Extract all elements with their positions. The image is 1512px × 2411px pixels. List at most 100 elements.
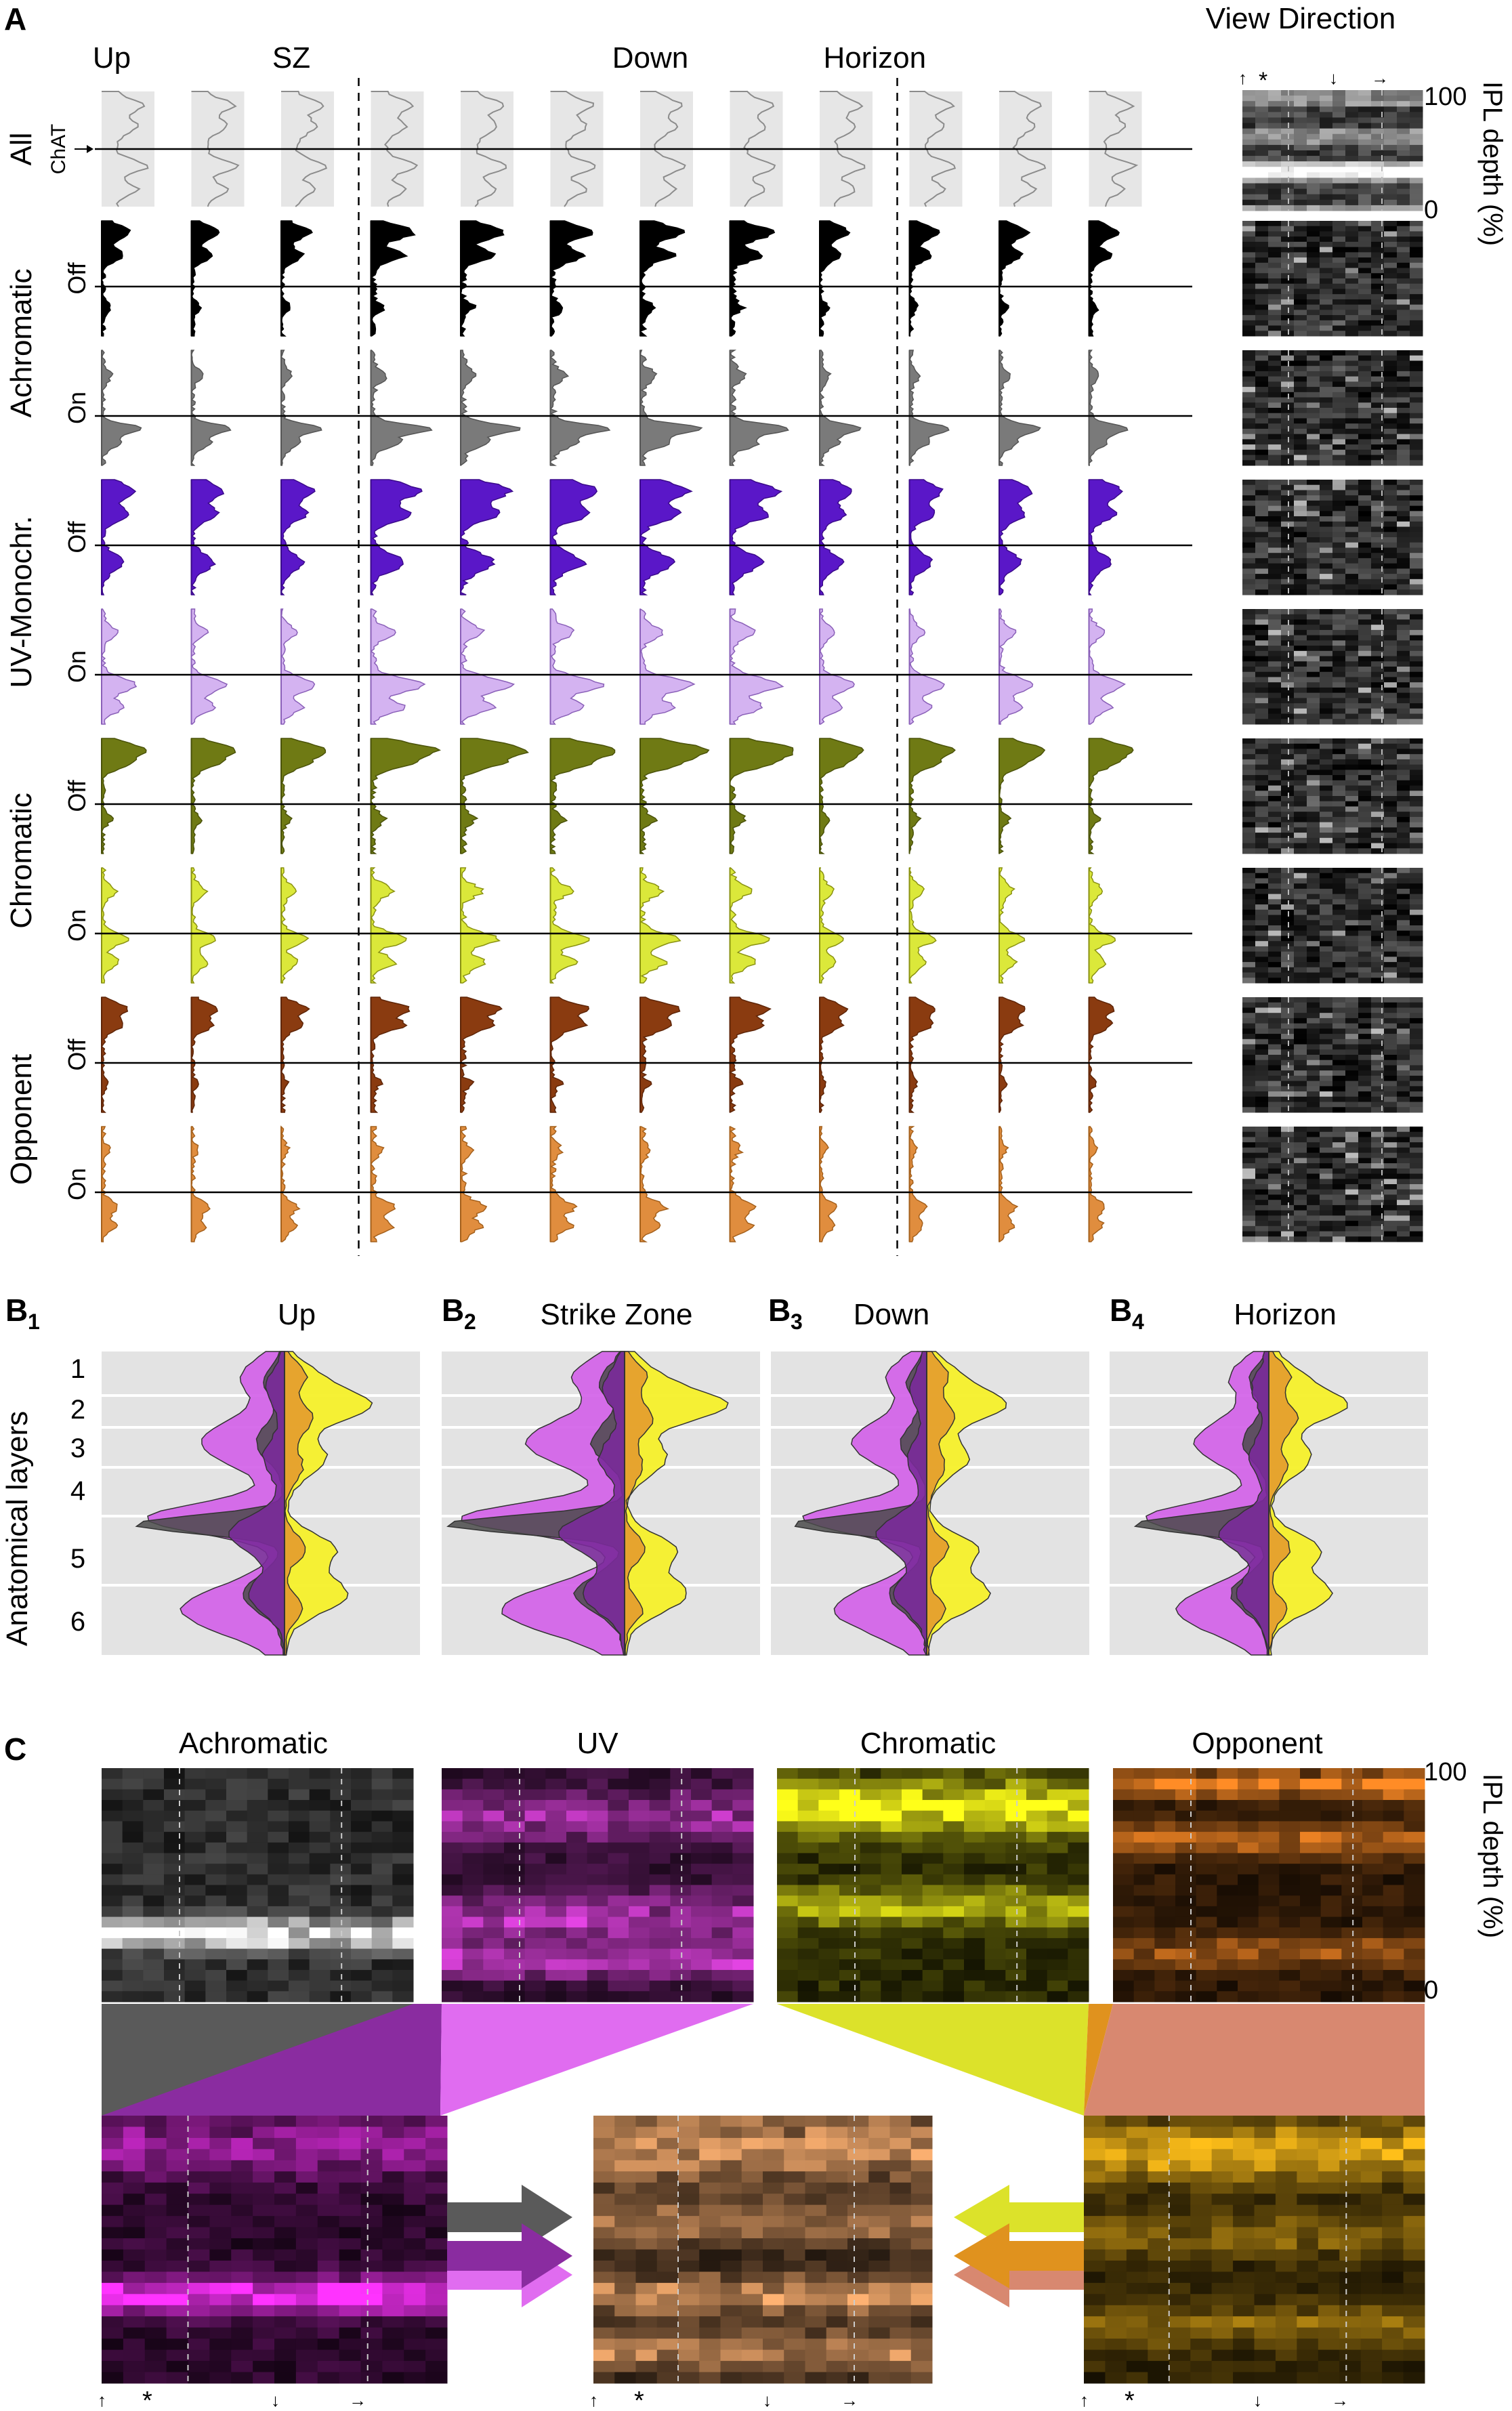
heatmap-cell bbox=[1410, 640, 1423, 646]
heatmap-cell bbox=[1345, 1231, 1359, 1237]
heatmap-cell bbox=[943, 1864, 965, 1875]
heatmap-cell bbox=[964, 1885, 986, 1896]
heatmap-cell bbox=[1238, 1853, 1259, 1864]
heatmap-cell bbox=[1410, 1039, 1423, 1045]
heatmap-cell bbox=[188, 2316, 210, 2328]
heatmap-cell bbox=[1281, 236, 1295, 243]
heatmap-cell bbox=[1307, 199, 1320, 206]
heatmap-cell bbox=[608, 1959, 629, 1971]
heatmap-cell bbox=[1345, 873, 1359, 879]
profile-shape bbox=[280, 479, 316, 595]
heatmap-cell bbox=[1345, 1002, 1359, 1008]
heatmap-cell bbox=[1242, 547, 1256, 553]
heatmap-cell bbox=[1397, 505, 1410, 511]
heatmap-cell bbox=[902, 1927, 923, 1939]
heatmap-cell bbox=[608, 1991, 629, 2003]
heatmap-cell bbox=[483, 1937, 505, 1950]
heatmap-cell bbox=[1332, 619, 1346, 625]
heatmap-cell bbox=[226, 1885, 248, 1896]
heatmap-cell bbox=[1196, 1927, 1217, 1939]
heatmap-cell bbox=[1255, 553, 1269, 559]
heatmap-cell bbox=[1307, 537, 1320, 543]
heatmap-cell bbox=[1358, 199, 1372, 206]
heatmap-cell bbox=[1268, 972, 1282, 978]
heatmap-cell bbox=[777, 1789, 799, 1801]
profile-shape bbox=[101, 867, 129, 984]
heatmap-cell bbox=[1294, 188, 1307, 195]
heatmap-cell bbox=[268, 1789, 289, 1801]
heatmap-cell bbox=[1397, 1096, 1410, 1103]
heatmap-cell bbox=[253, 2327, 275, 2339]
heatmap-cell bbox=[1320, 1060, 1333, 1066]
heatmap-cell bbox=[1294, 423, 1307, 429]
layer-label-2: 2 bbox=[70, 1395, 85, 1425]
heatmap-cell bbox=[268, 1885, 289, 1896]
heatmap-cell bbox=[1196, 1906, 1217, 1918]
heatmap-cell bbox=[1332, 837, 1346, 844]
heatmap-cell bbox=[1154, 1853, 1176, 1864]
heatmap-cell bbox=[1358, 848, 1372, 854]
heatmap-cell bbox=[1371, 1173, 1385, 1179]
heatmap-cell bbox=[1268, 878, 1282, 884]
heatmap-cell bbox=[1320, 1789, 1342, 1801]
heatmap-cell bbox=[184, 1885, 206, 1896]
heatmap-cell bbox=[943, 1800, 965, 1811]
heatmap-cell bbox=[1255, 1028, 1269, 1034]
heatmap-cell bbox=[1358, 257, 1372, 264]
heatmap-cell bbox=[1268, 1142, 1282, 1148]
row-group-label-3: Chromatic bbox=[5, 793, 38, 929]
heatmap-cell bbox=[1397, 625, 1410, 631]
heatmap-cell bbox=[1281, 936, 1295, 942]
heatmap-cell bbox=[1410, 156, 1423, 162]
heatmap-cell bbox=[1307, 574, 1320, 580]
heatmap-cell bbox=[1345, 1107, 1359, 1113]
heatmap-cell bbox=[1281, 449, 1295, 456]
heatmap-cell bbox=[1242, 1163, 1256, 1169]
heatmap-cell bbox=[1410, 289, 1423, 295]
heatmap-cell bbox=[1332, 713, 1346, 719]
heatmap-cell bbox=[1242, 1018, 1256, 1024]
heatmap-cell bbox=[1384, 1127, 1398, 1133]
heatmap-cell bbox=[1371, 315, 1385, 321]
heatmap-cell bbox=[1255, 236, 1269, 243]
heatmap-cell bbox=[1268, 553, 1282, 559]
heatmap-cell bbox=[1307, 563, 1320, 569]
heatmap-cell bbox=[1307, 423, 1320, 429]
heatmap-cell bbox=[649, 1810, 671, 1822]
heatmap-cell bbox=[371, 1927, 393, 1939]
heatmap-cell bbox=[166, 2238, 188, 2250]
heatmap-cell bbox=[253, 2305, 275, 2317]
heatmap-cell bbox=[1307, 408, 1320, 414]
heatmap-cell bbox=[1307, 1210, 1320, 1216]
heatmap-cell bbox=[1026, 1768, 1048, 1780]
heatmap-cell bbox=[1268, 801, 1282, 807]
direction-marker-star: * bbox=[1259, 68, 1267, 93]
heatmap-cell bbox=[881, 1778, 902, 1790]
heatmap-cell bbox=[205, 1832, 227, 1843]
heatmap-cell bbox=[1384, 574, 1398, 580]
heatmap-cell bbox=[656, 2182, 679, 2194]
heatmap-cell bbox=[649, 1948, 671, 1960]
heatmap-cell bbox=[1268, 408, 1282, 414]
heatmap-cell bbox=[1281, 946, 1295, 952]
heatmap-cell bbox=[1332, 505, 1346, 511]
heatmap-cell bbox=[1345, 816, 1359, 823]
heatmap-cell bbox=[1345, 843, 1359, 849]
heatmap-cell bbox=[943, 1842, 965, 1853]
heatmap-cell bbox=[1320, 444, 1333, 450]
heatmap-cell bbox=[123, 2372, 146, 2384]
heatmap-cell bbox=[1294, 1147, 1307, 1154]
heatmap-cell bbox=[1307, 978, 1320, 984]
heatmap-cell bbox=[1255, 1173, 1269, 1179]
heatmap-cell bbox=[1332, 1039, 1346, 1045]
heatmap-cell bbox=[1345, 1096, 1359, 1103]
heatmap-cell bbox=[1345, 226, 1359, 232]
heatmap-cell bbox=[711, 1885, 733, 1896]
heatmap-cell bbox=[166, 2372, 188, 2384]
heatmap-cell bbox=[1410, 1096, 1423, 1103]
heatmap-cell bbox=[1238, 1768, 1259, 1780]
heatmap-cell bbox=[1238, 1874, 1259, 1885]
heatmap-cell bbox=[123, 2227, 146, 2239]
heatmap-cell bbox=[1320, 957, 1333, 963]
heatmap-cell bbox=[1320, 972, 1333, 978]
